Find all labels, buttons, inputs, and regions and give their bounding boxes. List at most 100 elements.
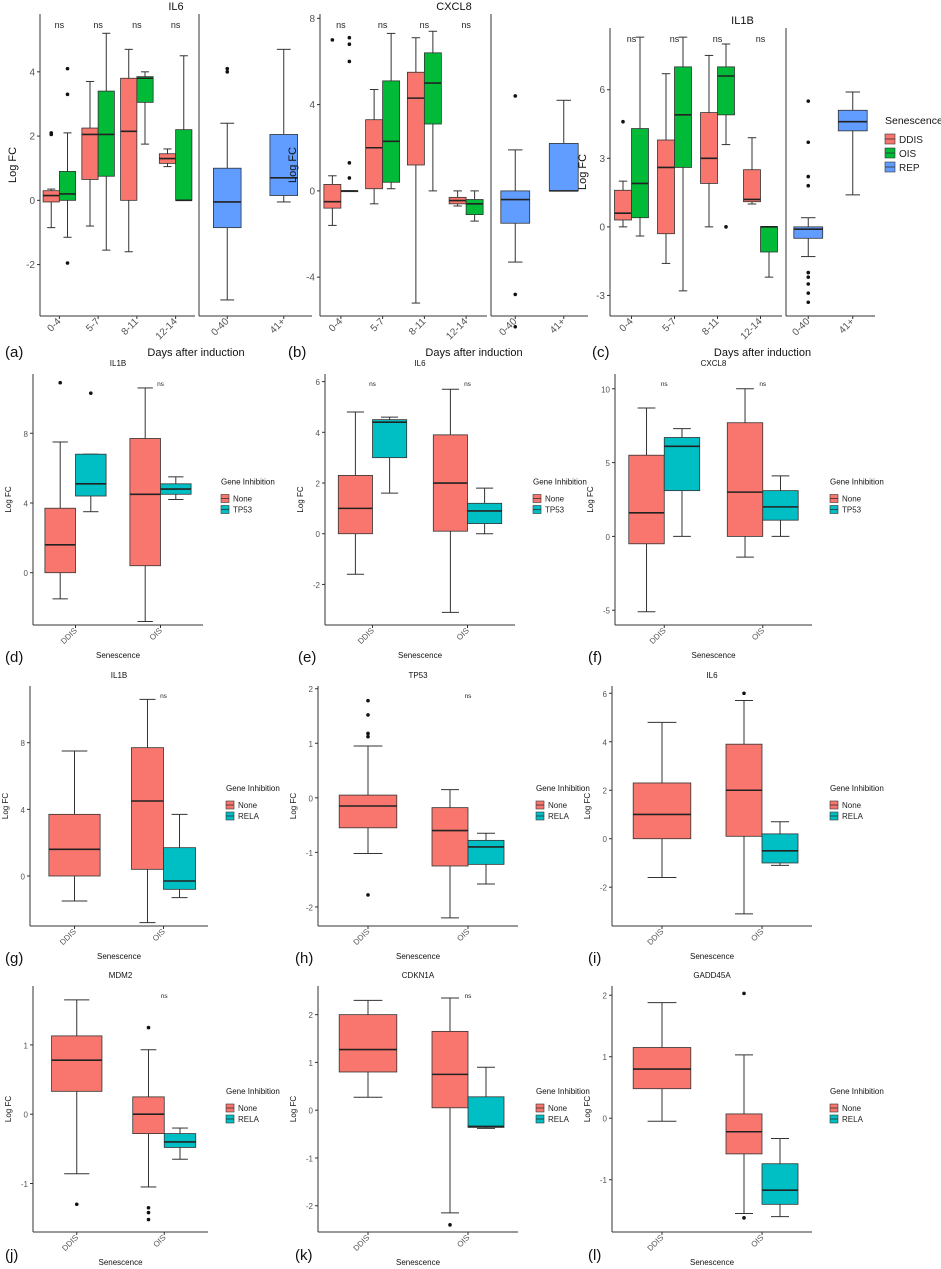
y-axis-label: Log FC [289,793,298,819]
x-tick-label: 41+ [268,316,288,336]
y-tick-label: -2 [600,884,608,893]
box-ois-none-outlier-point [742,691,746,696]
y-tick-label: -2 [306,903,314,912]
panel-label: (j) [5,1247,18,1264]
panel-label: (e) [298,649,316,666]
y-axis-label: Log FC [583,1096,592,1122]
box-040-rep-outlier-point [806,183,811,188]
legend-entry-rela: RELA [238,812,260,821]
y-tick-label: 2 [603,787,608,796]
box-ddis-none [337,475,373,535]
y-tick-label: 0 [21,873,26,882]
x-tick-label: DDIS [58,927,78,947]
box-ois-none [131,747,164,870]
ns-label: ns [378,20,388,30]
box-040-rep-outlier-point [806,282,811,286]
box-04-ois-outlier-point [347,161,352,165]
box-040-rep-outlier-point [225,70,230,74]
chart-title: IL6 [706,671,718,680]
x-tick-label: OIS [152,1233,168,1249]
legend-entry-none: None [545,495,565,504]
y-tick-label: 0 [309,186,315,197]
box-04-ois-outlier-point [65,66,70,71]
chart-title: MDM2 [109,971,133,980]
legend-entry-none: None [548,1104,568,1113]
x-axis-label: Senescence [98,1258,143,1267]
box-ois-none [431,807,469,867]
legend-title: Gene Inhibition [221,478,275,487]
panel-f: -5 0 5 10 DDIS OIS CXCL8 Senescence Log FC (f) ns n… [586,359,884,666]
y-tick-label: 0 [24,1111,29,1120]
box-040-rep-outlier-point [513,292,518,297]
x-axis-label: Days after induction [714,347,811,359]
legend-title: Senescence [885,115,941,127]
y-tick-label: 1 [309,1059,314,1068]
ns-label: ns [160,693,168,700]
box-1214-ddis [743,169,761,203]
panel-label: (i) [588,950,601,967]
box-040-rep [500,190,531,224]
box-1214-ois [465,199,484,216]
y-axis-label: Log FC [1,793,10,819]
y-tick-label: 2 [29,132,35,143]
box-04-ois-outlier-point [65,92,70,97]
x-tick-label: DDIS [352,927,372,947]
legend-entry-none: None [238,1104,258,1113]
box-ddis-none [48,813,101,877]
x-tick-label: DDIS [60,1233,80,1253]
x-tick-label: 5-7 [84,316,102,334]
x-axis-label: Days after induction [147,347,244,359]
box-04-ois-outlier-point [65,261,70,265]
box-04-ois [631,128,649,219]
box-41-rep [548,143,579,192]
box-04-ddis-outlier-point [621,119,625,124]
panel-label: (a) [5,344,23,361]
box-ddis-none [632,1047,692,1090]
x-tick-label: 0-4 [45,316,63,334]
box-811-ddis [700,112,718,184]
y-tick-label: 4 [316,429,321,438]
box-ddis-none [44,507,76,574]
ns-label: ns [465,693,473,700]
box-57-ddis [81,127,99,180]
legend-entry-rela: RELA [548,1115,570,1124]
ns-label: ns [161,993,169,1000]
box-ddis-none [628,454,665,545]
ns-label: ns [464,381,472,388]
x-tick-label: 12-14 [154,316,180,342]
x-axis-label: Senescence [398,651,443,660]
box-ois-none [129,438,161,567]
box-ddis-none-outlier-point [366,893,370,897]
ns-label: ns [55,20,65,30]
y-tick-label: -2 [306,1202,314,1211]
box-ddis-none [338,794,398,829]
panel-d: 0 4 8 DDIS OIS IL1B Senescence Log FC (d) ns Gene … [4,359,275,666]
box-1214-ois [175,129,193,201]
box-ddis-none-outlier-point [366,734,370,739]
box-ois-none [725,1113,763,1155]
chart-title: IL1B [731,15,754,27]
box-ois-none [132,1096,165,1135]
x-tick-label: DDIS [646,1233,666,1253]
y-tick-label: 0 [603,835,608,844]
x-axis-label: Senescence [96,651,141,660]
y-tick-label: -1 [306,849,314,858]
y-tick-label: 0 [316,530,321,539]
x-tick-label: 8-11 [120,316,142,338]
legend-entry-none: None [238,801,258,810]
box-811-ddis [406,71,425,166]
box-ddis-tp53 [75,453,107,497]
panel-label: (c) [592,344,610,361]
y-axis-label: Log FC [4,486,13,512]
box-ois-none-outlier-point [146,1205,151,1210]
box-ois-none-outlier-point [146,1210,151,1215]
legend-entry-ddis: DDIS [899,135,923,146]
y-axis-label: Log FC [586,486,595,512]
y-tick-label: 4 [21,806,26,815]
box-040-rep-outlier-point [806,99,811,103]
ns-label: ns [670,34,680,44]
y-tick-label: -5 [603,607,611,616]
x-tick-label: 0-4 [327,316,345,334]
